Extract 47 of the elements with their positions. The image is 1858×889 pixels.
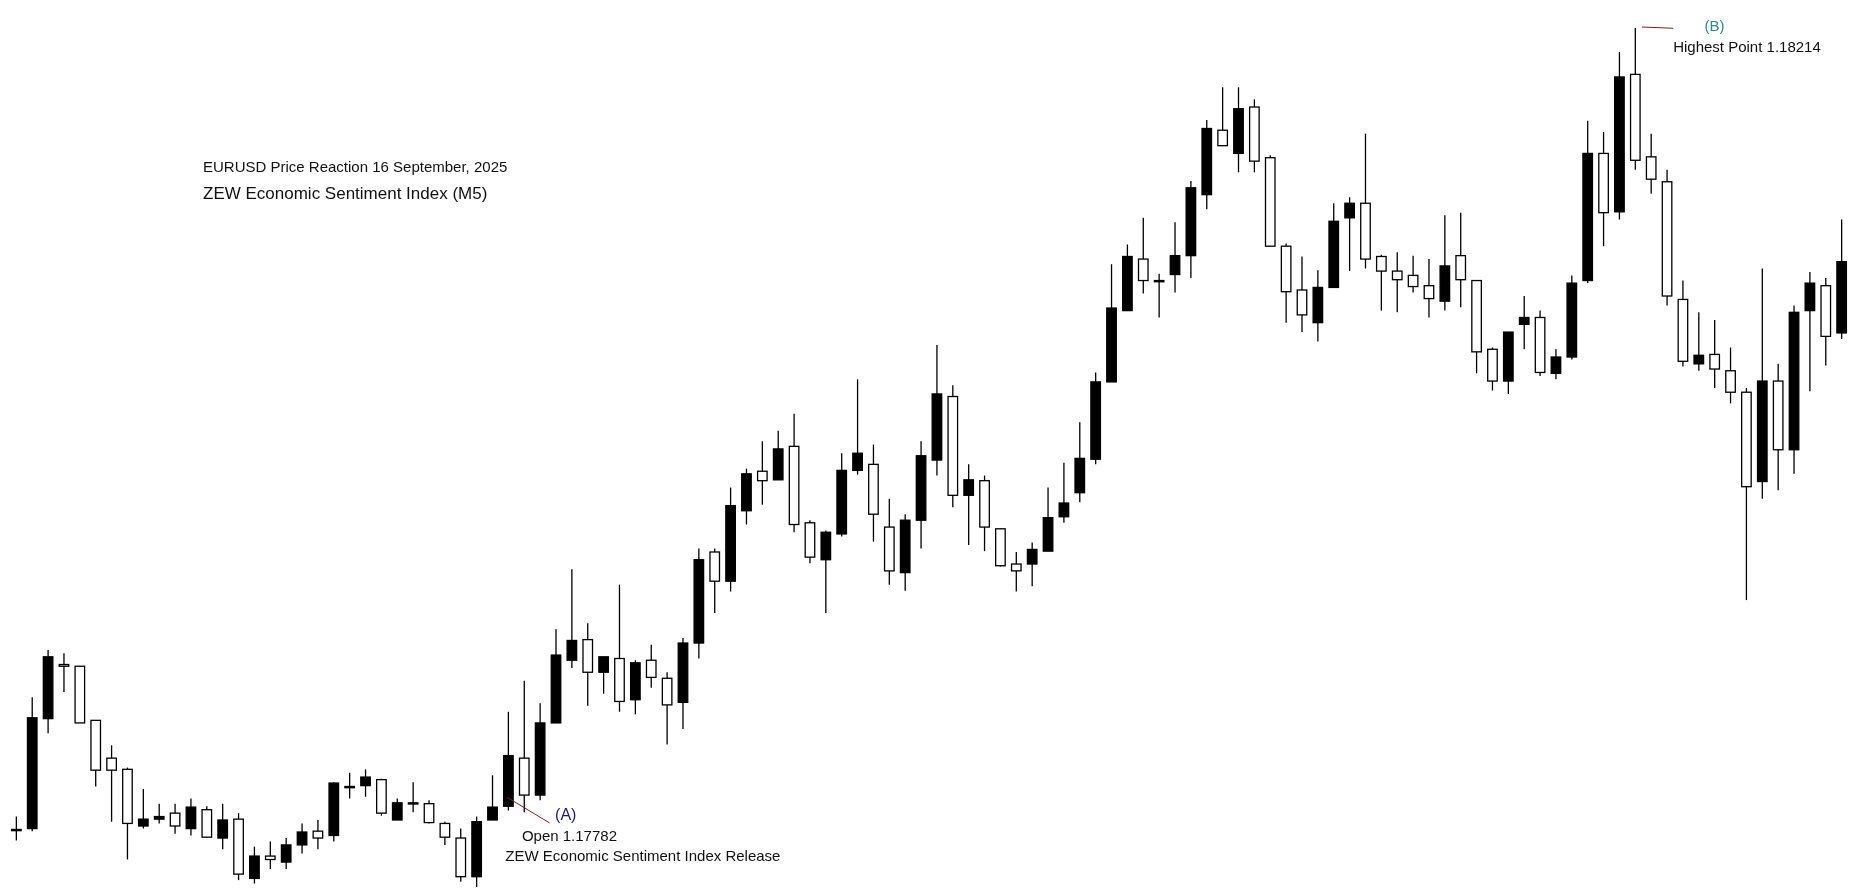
candlestick [756,440,768,506]
annotation: Open 1.17782 [521,827,618,845]
candlestick [217,803,229,850]
candlestick [439,821,451,846]
candlestick [407,781,419,813]
annotation: Highest Point 1.18214 [1673,38,1821,56]
candlestick [137,788,149,830]
candlestick [1645,133,1657,195]
candlestick [1391,251,1403,313]
candlestick [645,644,657,689]
candlestick [1058,462,1070,524]
candlestick [1217,86,1229,147]
candlestick [169,803,181,835]
candlestick [963,463,975,546]
candlestick [1344,196,1356,272]
annotation: ZEW Economic Sentiment Index Release [505,846,781,864]
candlestick [296,822,308,855]
candlestick [360,768,371,798]
candlestick [153,803,165,825]
candlestick [58,652,70,693]
candlestick [1550,348,1562,380]
candlestick [185,797,197,837]
candlestick [598,656,610,695]
annotation: (B) [1704,16,1725,34]
text: EURUSD Price Reaction 16 September, 2025 [203,158,508,175]
candlestick [852,378,863,476]
candlestick [1423,258,1435,319]
candlestick [312,819,324,850]
candlestick [566,568,578,669]
candlestick [487,774,498,821]
candlestick [1010,551,1022,593]
candlestick [1026,541,1038,587]
candlestick [264,840,276,870]
candlestick [249,845,260,885]
candlestick [1725,346,1736,405]
annotation: (A) [555,806,577,824]
candlestick [1709,319,1721,389]
candlestick [1407,254,1419,294]
candlestick [280,837,292,870]
candlestick [391,797,403,821]
candlestick [1518,295,1530,350]
candlestick [1693,311,1705,372]
candlestick [1169,221,1181,294]
candlestick [106,744,117,823]
text: ZEW Economic Sentiment Index (M5) [203,184,488,203]
candlestick [1375,254,1387,312]
candlestick [1137,217,1149,295]
